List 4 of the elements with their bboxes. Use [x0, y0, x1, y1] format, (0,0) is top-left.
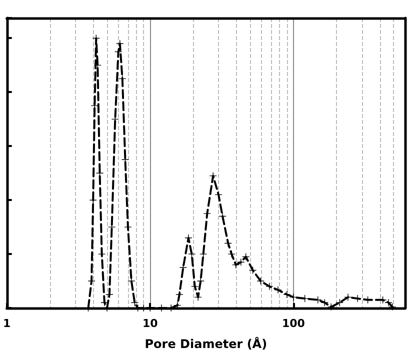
x-tick-label: 100 — [282, 317, 306, 330]
x-tick-label: 1 — [3, 317, 11, 330]
x-tick-label: 10 — [142, 317, 158, 330]
x-axis-title: Pore Diameter (Å) — [144, 336, 268, 351]
